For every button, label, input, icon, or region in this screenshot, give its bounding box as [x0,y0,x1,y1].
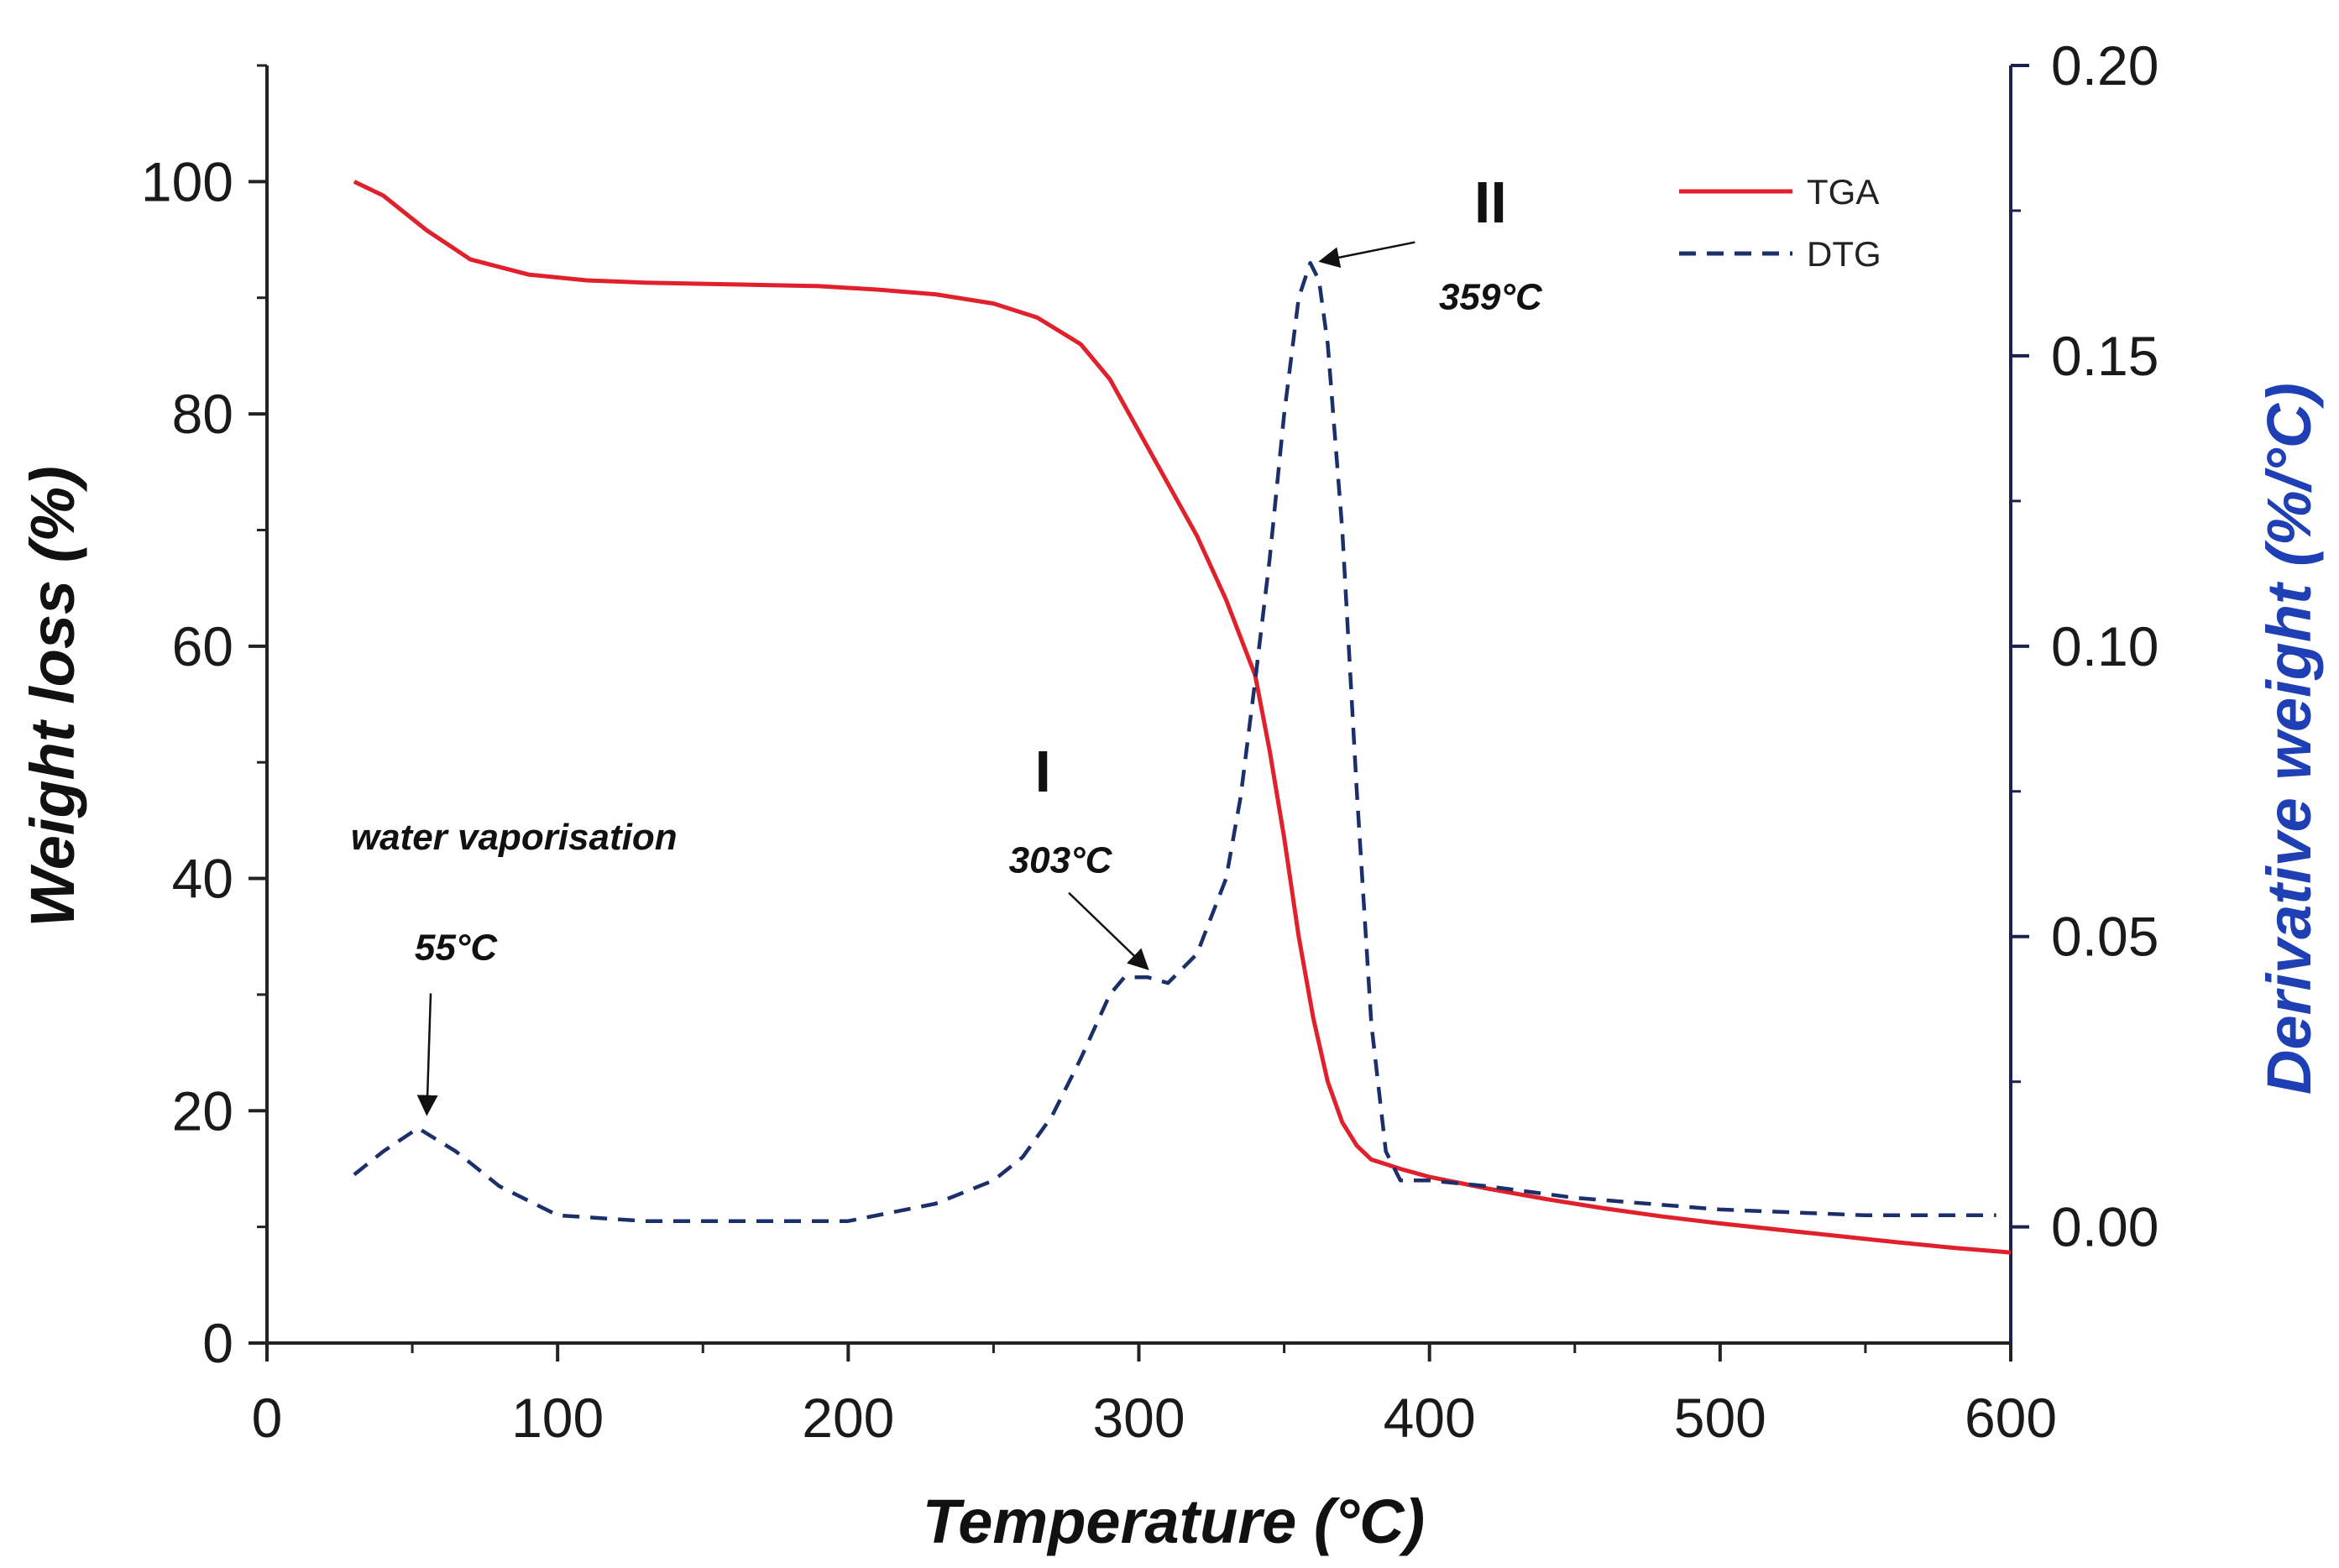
y-left-tick-label: 100 [141,150,233,212]
x-tick-label: 100 [511,1387,604,1449]
y-right-tick-label: 0.10 [2051,615,2158,677]
annotations: water vaporisation 55°C I 303°C II 359°C [351,170,1543,1116]
annotation-arrow [416,993,438,1116]
y-left-tick-label: 80 [172,383,233,445]
annotation-label: 359°C [1439,277,1543,318]
legend: TGA DTG [1679,172,1881,274]
annotation-arrow [1068,891,1149,970]
annotation-label: water vaporisation [351,817,678,858]
peak-roman-label: II [1474,170,1507,235]
y-left-tick-label: 0 [202,1312,233,1374]
legend-label-dtg: DTG [1807,234,1881,274]
y-right-tick-label: 0.20 [2051,34,2158,97]
annotation-arrow [1318,241,1415,269]
annotation-label: 303°C [1009,840,1113,881]
y-right-tick-label: 0.00 [2051,1196,2158,1258]
x-tick-label: 400 [1384,1387,1476,1449]
y-left-tick-label: 40 [172,848,233,910]
x-axis-title: Temperature (°C) [923,1487,1425,1556]
axes: 0 100 200 300 400 500 600 0 20 40 60 80 100 0.00 0.05 0… [141,34,2159,1449]
annotation-label: 55°C [415,927,499,968]
y-right-tick-label: 0.05 [2051,906,2158,968]
x-tick-label: 600 [1965,1387,2057,1449]
peak-roman-label: I [1035,739,1051,804]
legend-label-tga: TGA [1807,172,1879,212]
y-right-tick-label: 0.15 [2051,325,2158,387]
y-axis-right-title: Derivative weight (%/°C) [2254,383,2324,1095]
y-left-tick-label: 60 [172,615,233,677]
x-tick-label: 500 [1674,1387,1766,1449]
series-layer [353,180,2012,1255]
y-left-tick-label: 20 [172,1079,233,1142]
x-tick-label: 200 [802,1387,894,1449]
series-line-dtg [353,260,1996,1223]
series-line-tga [353,180,2012,1255]
x-tick-label: 300 [1092,1387,1185,1449]
y-axis-left-title: Weight loss (%) [18,466,87,928]
x-tick-label: 0 [252,1387,283,1449]
